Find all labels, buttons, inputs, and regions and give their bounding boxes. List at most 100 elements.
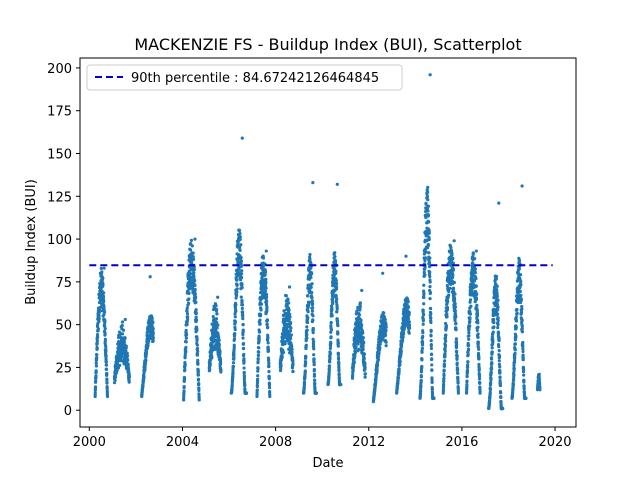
data-point <box>360 288 364 293</box>
data-point <box>231 367 235 371</box>
data-point <box>445 312 449 316</box>
data-point <box>197 382 201 386</box>
data-point <box>406 317 411 321</box>
data-point <box>468 300 472 304</box>
data-point <box>304 360 308 365</box>
data-point <box>101 296 106 300</box>
data-point <box>314 391 318 395</box>
data-point <box>498 383 503 387</box>
data-point <box>142 376 146 380</box>
data-point <box>451 273 455 277</box>
data-point <box>336 324 340 328</box>
data-point <box>401 335 405 339</box>
data-point <box>443 346 447 350</box>
data-point <box>99 266 103 270</box>
data-point <box>240 303 245 307</box>
data-point <box>242 360 246 364</box>
data-point <box>421 308 425 312</box>
data-point <box>465 368 470 373</box>
data-point <box>279 364 283 368</box>
data-point <box>127 380 131 384</box>
data-point <box>466 347 471 351</box>
y-tick-label: 75 <box>55 276 72 291</box>
data-point <box>337 363 341 367</box>
data-point <box>383 317 387 321</box>
data-point <box>256 357 260 361</box>
data-point <box>407 311 411 315</box>
data-point <box>430 378 434 382</box>
data-point <box>195 337 199 341</box>
data-point <box>258 318 262 322</box>
data-point <box>519 293 523 298</box>
data-point <box>241 317 245 321</box>
data-point <box>291 369 295 373</box>
data-point <box>476 332 480 336</box>
data-point <box>339 382 343 387</box>
data-point <box>231 371 235 375</box>
data-point <box>442 376 446 381</box>
data-point <box>240 275 244 280</box>
data-point <box>310 309 315 313</box>
data-point <box>311 306 315 310</box>
data-point <box>378 342 382 347</box>
data-point <box>521 349 525 354</box>
data-point <box>185 306 189 310</box>
data-point <box>494 274 499 279</box>
data-point <box>267 358 271 363</box>
data-point <box>520 304 524 309</box>
data-point <box>329 342 333 346</box>
data-point <box>520 326 524 331</box>
data-point <box>490 350 494 354</box>
data-point <box>489 377 493 381</box>
data-point <box>182 394 186 398</box>
data-point <box>189 242 193 246</box>
data-point <box>188 271 192 275</box>
legend-box <box>86 64 403 91</box>
data-point <box>454 345 459 350</box>
data-point <box>514 319 519 323</box>
data-point <box>191 255 195 259</box>
data-point <box>98 309 102 313</box>
data-point <box>329 335 333 339</box>
data-point <box>442 369 446 373</box>
data-point <box>102 266 106 270</box>
data-point <box>208 367 212 372</box>
data-point <box>101 276 105 280</box>
data-point <box>242 375 247 379</box>
data-point <box>432 396 436 400</box>
data-point <box>95 332 100 337</box>
data-point <box>265 322 269 326</box>
data-point <box>427 251 431 255</box>
data-point <box>151 331 155 335</box>
data-point <box>264 292 269 296</box>
data-point <box>303 369 307 373</box>
x-tick-label: 2004 <box>166 435 199 450</box>
data-point <box>489 380 493 385</box>
data-point <box>328 346 333 350</box>
data-point <box>267 374 271 379</box>
data-point <box>511 378 516 382</box>
data-point <box>456 381 460 385</box>
data-point <box>515 307 519 312</box>
data-point <box>446 299 450 303</box>
x-tick-label: 2020 <box>538 435 571 450</box>
data-point <box>94 361 98 365</box>
data-point <box>241 314 245 318</box>
data-point <box>497 354 502 358</box>
data-point <box>473 257 477 261</box>
data-point <box>261 265 265 269</box>
data-point <box>151 336 155 340</box>
data-point <box>374 375 378 379</box>
y-tick-label: 100 <box>47 233 72 248</box>
data-point <box>430 368 434 372</box>
data-point <box>190 260 194 264</box>
data-point <box>429 352 434 357</box>
y-tick-label: 200 <box>47 62 72 77</box>
data-point <box>239 264 243 268</box>
data-point <box>218 351 222 355</box>
data-point <box>398 360 402 364</box>
data-point <box>353 354 357 358</box>
data-point <box>113 375 117 379</box>
data-point <box>498 365 502 369</box>
data-point <box>312 372 317 376</box>
